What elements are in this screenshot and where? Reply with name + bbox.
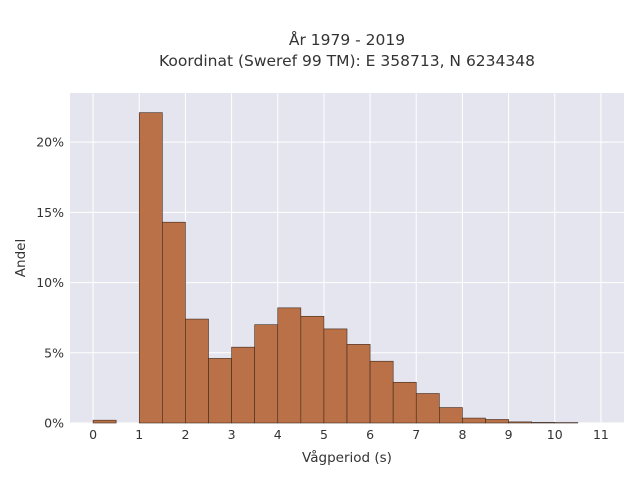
histogram-bar	[415, 393, 440, 424]
y-axis-label: Andel	[13, 239, 29, 277]
x-tick-label: 11	[593, 427, 609, 442]
y-tick-label: 5%	[44, 345, 64, 360]
histogram-bar	[162, 221, 186, 424]
histogram-bar	[300, 315, 325, 424]
y-tick-label: 0%	[44, 416, 64, 431]
y-tick-label: 10%	[36, 275, 64, 290]
x-tick-label: 3	[228, 427, 236, 442]
histogram-bar	[346, 344, 371, 424]
x-tick-label: 7	[412, 427, 420, 442]
histogram-bar	[277, 307, 302, 424]
chart-title-line1: År 1979 - 2019	[289, 30, 405, 49]
histogram-bar	[439, 407, 463, 424]
histogram-bar	[138, 112, 163, 424]
histogram-bar	[208, 358, 232, 424]
histogram-bar	[531, 422, 556, 424]
x-tick-label: 9	[505, 427, 513, 442]
histogram-bar	[508, 421, 532, 424]
histogram-bar	[231, 346, 255, 424]
x-tick-label: 6	[366, 427, 374, 442]
histogram-bar	[485, 419, 509, 424]
x-tick-label: 10	[547, 427, 563, 442]
x-tick-label: 1	[135, 427, 143, 442]
histogram-bar	[369, 360, 394, 424]
x-tick-labels: 0 1 2 3 4 5 6 7 8 9 10 11	[89, 427, 609, 442]
histogram-bar	[392, 381, 417, 424]
bars-group	[92, 112, 579, 424]
y-tick-labels: 0% 5% 10% 15% 20%	[36, 135, 64, 431]
histogram-bar	[254, 324, 279, 424]
y-tick-label: 15%	[36, 205, 64, 220]
histogram-bar	[92, 419, 117, 424]
x-axis-label: Vågperiod (s)	[302, 449, 392, 466]
histogram-bar	[462, 417, 486, 424]
x-tick-label: 2	[181, 427, 189, 442]
histogram-bar	[185, 318, 209, 424]
x-tick-label: 5	[320, 427, 328, 442]
chart-title-line2: Koordinat (Sweref 99 TM): E 358713, N 62…	[159, 52, 535, 70]
histogram-bar	[323, 328, 348, 424]
x-tick-label: 8	[458, 427, 466, 442]
x-tick-label: 4	[274, 427, 282, 442]
x-tick-label: 0	[89, 427, 97, 442]
y-tick-label: 20%	[36, 135, 64, 150]
